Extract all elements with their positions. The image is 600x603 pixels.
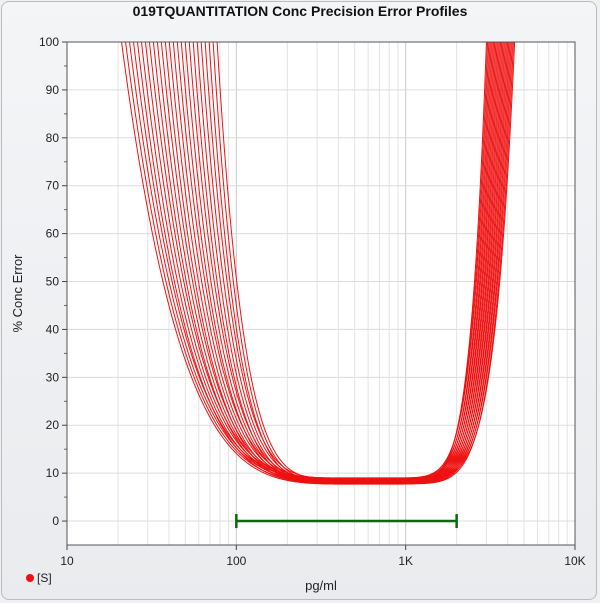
error-profile-curve	[200, 42, 511, 481]
error-profile-curve	[196, 42, 498, 483]
y-tick-label: 40	[46, 322, 60, 336]
x-axis-label: pg/ml	[305, 578, 337, 593]
plot-border	[66, 41, 576, 546]
x-tick-label: 10K	[564, 554, 585, 568]
chart-title: 019TQUANTITATION Conc Precision Error Pr…	[132, 3, 468, 19]
x-tick-label: 1K	[398, 554, 413, 568]
y-tick-label: 0	[52, 514, 59, 528]
y-tick-label: 70	[46, 179, 60, 193]
y-tick-label: 30	[46, 370, 60, 384]
error-profile-curve	[208, 42, 507, 484]
x-tick-label: 10	[60, 554, 74, 568]
error-profile-curve	[192, 42, 514, 485]
y-axis-label: % Conc Error	[10, 254, 25, 333]
legend-marker-icon	[26, 574, 34, 582]
y-tick-label: 20	[46, 418, 60, 432]
y-tick-label: 10	[46, 466, 60, 480]
x-tick-label: 100	[226, 554, 246, 568]
error-profile-curve	[212, 42, 491, 482]
legend[interactable]: [S]	[26, 571, 52, 585]
legend-label: [S]	[37, 571, 52, 585]
profile-curves	[121, 42, 516, 485]
y-tick-label: 80	[46, 131, 60, 145]
y-tick-label: 60	[46, 227, 60, 241]
y-tick-label: 100	[39, 35, 59, 49]
error-profile-curve	[216, 42, 504, 480]
y-tick-label: 50	[46, 275, 60, 289]
y-tick-label: 90	[46, 83, 60, 97]
